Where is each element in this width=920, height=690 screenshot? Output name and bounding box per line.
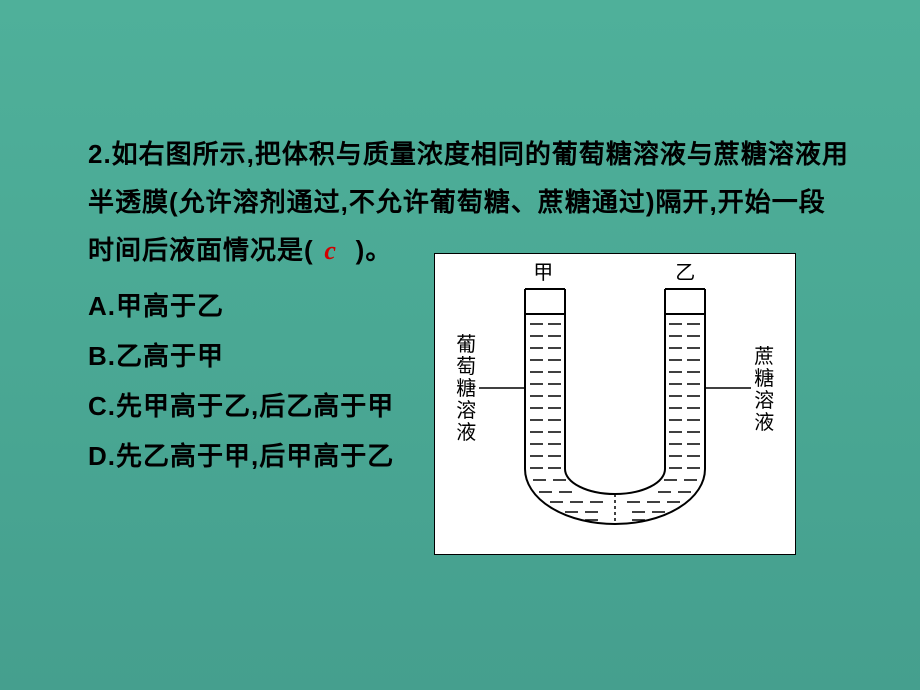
option-a: A.甲高于乙 [88,281,394,331]
liquid-dashes-right [669,324,700,468]
u-tube-figure: 甲 乙 葡 萄 糖 溶 液 蔗 糖 溶 液 [434,253,796,555]
label-top-left: 甲 [533,262,553,284]
slide-content: 2.如右图所示,把体积与质量浓度相同的葡萄糖溶液与蔗糖溶液用 半透膜(允许溶剂通… [88,130,850,555]
u-tube-svg [435,254,795,554]
label-top-right: 乙 [675,262,695,284]
option-c: C.先甲高于乙,后乙高于甲 [88,381,394,431]
option-b: B.乙高于甲 [88,331,394,381]
question-line-3-pre: 时间后液面情况是( [88,235,314,265]
question-line-3-post: )。 [356,235,393,265]
label-right-vertical: 蔗 糖 溶 液 [753,346,775,434]
label-left-vertical: 葡 萄 糖 溶 液 [455,334,477,444]
option-d: D.先乙高于甲,后甲高于乙 [88,431,394,481]
figure-wrap: 甲 乙 葡 萄 糖 溶 液 蔗 糖 溶 液 [434,253,796,555]
answer-mark: c [324,236,337,265]
lower-row: A.甲高于乙 B.乙高于甲 C.先甲高于乙,后乙高于甲 D.先乙高于甲,后甲高于… [88,275,850,555]
u-tube-inner-path [565,289,665,494]
question-line-1: 2.如右图所示,把体积与质量浓度相同的葡萄糖溶液与蔗糖溶液用 [88,130,850,178]
options-block: A.甲高于乙 B.乙高于甲 C.先甲高于乙,后乙高于甲 D.先乙高于甲,后甲高于… [88,275,394,481]
question-line-2: 半透膜(允许溶剂通过,不允许葡萄糖、蔗糖通过)隔开,开始一段 [88,178,850,226]
liquid-dashes-left [530,324,561,468]
